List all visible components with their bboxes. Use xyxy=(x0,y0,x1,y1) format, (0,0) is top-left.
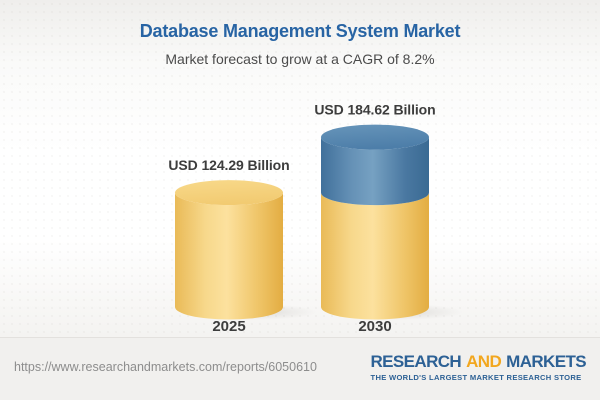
cylinder-bar-2030 xyxy=(321,124,429,320)
value-label-2030: USD 184.62 Billion xyxy=(314,102,435,118)
logo-word-markets: MARKETS xyxy=(506,351,586,371)
logo-tagline: THE WORLD'S LARGEST MARKET RESEARCH STOR… xyxy=(370,372,582,382)
footer: https://www.researchandmarkets.com/repor… xyxy=(0,337,600,400)
market-forecast-chart: USD 124.29 Billion USD 184.62 Billion 20… xyxy=(168,102,463,335)
cylinder-2030-growth-segment xyxy=(321,137,429,206)
axis-label-2025: 2025 xyxy=(212,318,245,335)
cylinder-2030-top-ellipse xyxy=(321,124,429,150)
research-and-markets-logo: RESEARCH AND MARKETS THE WORLD'S LARGEST M… xyxy=(371,353,587,382)
cylinder-2030-base-segment xyxy=(321,192,429,320)
cylinder-bar-2025 xyxy=(175,180,283,320)
value-label-2025: USD 124.29 Billion xyxy=(168,157,289,173)
report-url: https://www.researchandmarkets.com/repor… xyxy=(14,360,317,374)
logo-word-research: RESEARCH xyxy=(370,351,462,371)
logo-word-and: AND xyxy=(466,351,502,371)
cylinder-2025-body xyxy=(175,192,283,320)
cylinder-2025-top-ellipse xyxy=(175,180,283,206)
logo-wordmark: RESEARCH AND MARKETS xyxy=(371,353,587,370)
page-subtitle: Market forecast to grow at a CAGR of 8.2… xyxy=(165,51,435,67)
axis-label-2030: 2030 xyxy=(358,318,391,335)
page-title: Database Management System Market xyxy=(139,21,461,41)
